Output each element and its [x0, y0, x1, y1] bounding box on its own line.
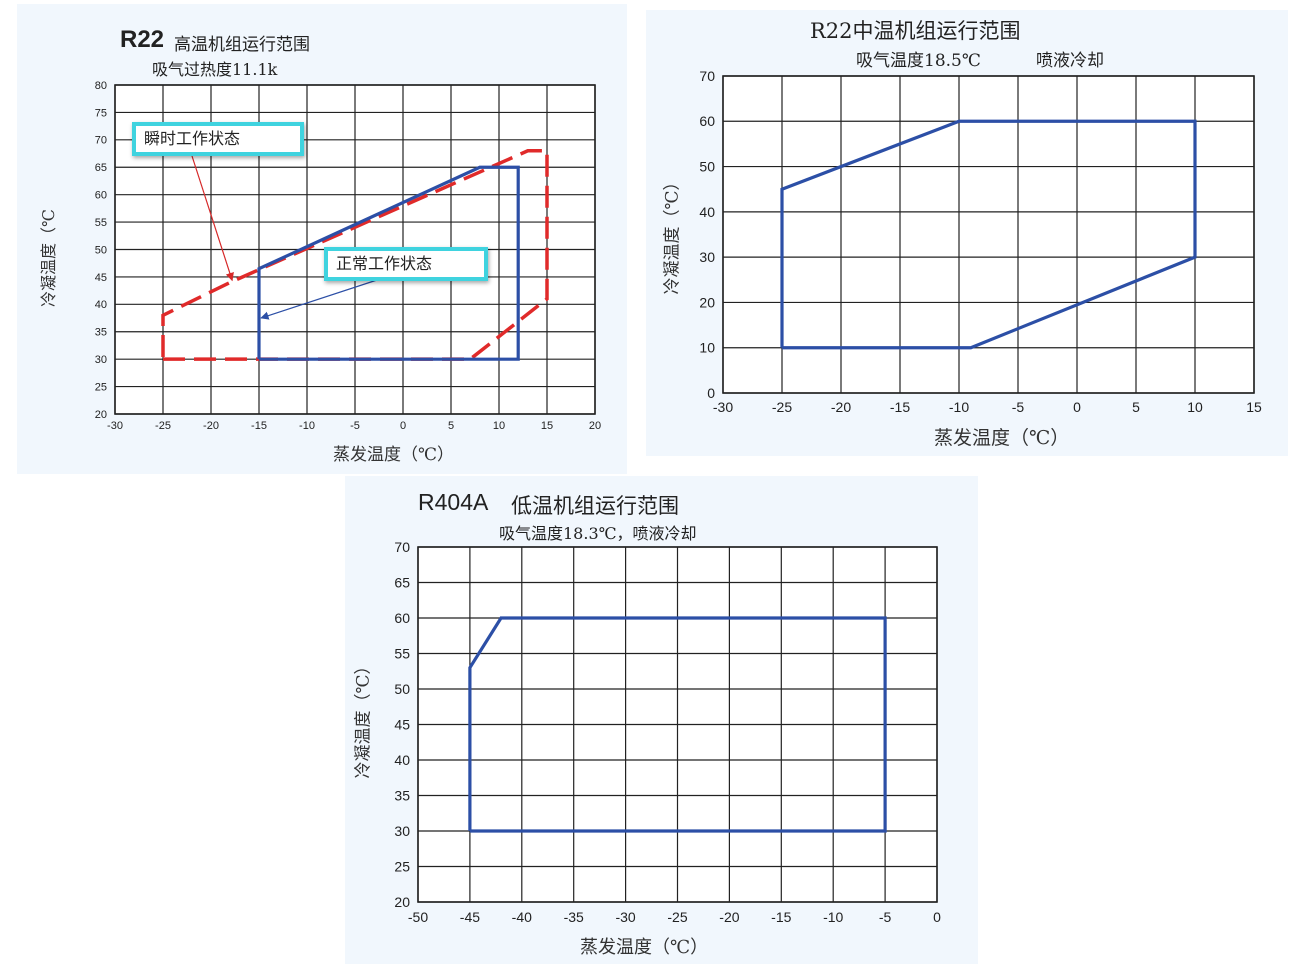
y-tick-label: 60	[95, 190, 107, 202]
plot-frame	[417, 546, 938, 903]
y-tick-label: 0	[707, 385, 715, 401]
y-tick-label: 35	[394, 787, 410, 803]
x-tick-label: -40	[512, 909, 532, 925]
chart-title-rest: 低温机组运行范围	[511, 494, 679, 518]
chart-title-main: R404A	[418, 489, 489, 515]
y-tick-label: 40	[95, 299, 107, 311]
x-tick-label: -30	[107, 420, 123, 432]
chart-panel-r22-high: -30 -25 -20 -15 -10 -5 0 5 10 15 20 20 25 30 35 40 45 50 5…	[17, 4, 627, 474]
y-tick-label: 50	[699, 158, 715, 174]
x-tick-label: 20	[589, 420, 601, 432]
x-tick-label: -25	[667, 909, 687, 925]
x-tick-label: 5	[448, 420, 454, 432]
y-tick-label: 50	[394, 681, 410, 697]
x-tick-label: 5	[1132, 399, 1140, 415]
x-tick-label: 0	[400, 420, 406, 432]
y-tick-label: 20	[95, 409, 107, 421]
plot-area	[723, 76, 1254, 393]
y-tick-label: 30	[95, 354, 107, 366]
chart-title-rest: 高温机组运行范围	[174, 35, 310, 55]
chart-panel-r22-medium: -30 -25 -20 -15 -10 -5 0 5 10 15 0 10 20 30 40 50 60 70 R…	[646, 10, 1288, 456]
x-tick-label: -45	[460, 909, 480, 925]
y-tick-label: 25	[95, 381, 107, 393]
chart-subtitle: 吸气温度18.3℃，喷液冷却	[499, 524, 697, 543]
series-operating-envelope	[257, 165, 520, 361]
series-operating-envelope	[468, 616, 887, 833]
x-tick-label: -15	[890, 399, 910, 415]
y-tick-label: 30	[394, 823, 410, 839]
plot-frame	[114, 84, 596, 415]
x-tick-label: 10	[1187, 399, 1203, 415]
x-tick-label: -35	[564, 909, 584, 925]
x-tick-label: -15	[251, 420, 267, 432]
chart-r22-high-svg: -30 -25 -20 -15 -10 -5 0 5 10 15 20 20 25 30 35 40 45 50 5…	[95, 80, 601, 432]
y-tick-label: 60	[394, 610, 410, 626]
y-axis-label: 冷凝温度（℃）	[353, 657, 374, 779]
y-tick-label: 55	[394, 645, 410, 661]
x-axis-label: 蒸发温度（℃）	[580, 937, 709, 958]
y-tick-label: 25	[394, 858, 410, 874]
x-tick-label: -5	[350, 420, 360, 432]
chart-title: R22中温机组运行范围	[810, 19, 1021, 43]
y-tick-label: 75	[95, 107, 107, 119]
y-axis-label: 冷凝温度（℃	[39, 209, 58, 307]
x-tick-label: 15	[541, 420, 553, 432]
y-tick-label: 60	[699, 113, 715, 129]
chart-subtitle: 吸气过热度11.1k	[152, 60, 278, 79]
y-tick-label: 70	[95, 135, 107, 147]
x-tick-label: 0	[1073, 399, 1081, 415]
series-transient-envelope	[161, 149, 549, 361]
x-tick-label: -30	[615, 909, 635, 925]
x-tick-label: -10	[299, 420, 315, 432]
y-tick-label: 20	[699, 294, 715, 310]
plot-frame	[722, 75, 1255, 394]
x-tick-label: -20	[831, 399, 851, 415]
x-tick-label: -5	[879, 909, 892, 925]
y-tick-label: 50	[95, 244, 107, 256]
x-tick-label: 10	[493, 420, 505, 432]
y-tick-label: 20	[394, 894, 410, 910]
x-tick-label: -10	[949, 399, 969, 415]
y-tick-label: 40	[394, 752, 410, 768]
chart-subtitle-liquid-injection: 喷液冷却	[1036, 51, 1104, 71]
x-tick-label: -30	[713, 399, 733, 415]
chart-subtitle-suction-temp: 吸气温度18.5℃	[856, 51, 981, 71]
x-tick-label: 0	[933, 909, 941, 925]
x-tick-label: -50	[408, 909, 428, 925]
y-tick-label: 65	[95, 162, 107, 174]
chart-title-main: R22	[120, 26, 165, 53]
y-tick-label: 40	[699, 204, 715, 220]
annotation-arrow-transient	[191, 155, 234, 282]
y-tick-label: 55	[95, 217, 107, 229]
chart-r22-medium-svg: -30 -25 -20 -15 -10 -5 0 5 10 15 0 10 20 30 40 50 60 70	[699, 68, 1262, 415]
y-axis-label: 冷凝温度（℃）	[662, 173, 683, 295]
x-tick-label: -5	[1012, 399, 1025, 415]
x-tick-label: -20	[203, 420, 219, 432]
callout-transient-state: 瞬时工作状态	[132, 122, 304, 156]
y-tick-label: 70	[394, 539, 410, 555]
y-tick-label: 70	[699, 68, 715, 84]
y-tick-label: 65	[394, 574, 410, 590]
series-operating-envelope	[780, 119, 1197, 350]
x-tick-label: -25	[772, 399, 792, 415]
callout-normal-state: 正常工作状态	[324, 247, 488, 281]
y-tick-label: 10	[699, 340, 715, 356]
chart-r404a-low-svg: -50 -45 -40 -35 -30 -25 -20 -15 -10 -5 02025303540…	[394, 539, 941, 925]
x-axis-label: 蒸发温度（℃）	[934, 427, 1070, 449]
x-tick-label: -25	[155, 420, 171, 432]
annotation-arrow-normal	[260, 279, 378, 320]
x-tick-label: -15	[771, 909, 791, 925]
x-axis-label: 蒸发温度（℃）	[333, 445, 455, 465]
y-tick-label: 45	[95, 272, 107, 284]
y-tick-label: 35	[95, 327, 107, 339]
x-tick-label: -20	[719, 909, 739, 925]
y-tick-label: 80	[95, 80, 107, 92]
x-tick-label: -10	[823, 909, 843, 925]
y-tick-label: 45	[394, 716, 410, 732]
x-tick-label: 15	[1246, 399, 1262, 415]
chart-panel-r404a-low: -50 -45 -40 -35 -30 -25 -20 -15 -10 -5 0 20 25 30 35 40…	[345, 476, 978, 964]
y-tick-label: 30	[699, 249, 715, 265]
